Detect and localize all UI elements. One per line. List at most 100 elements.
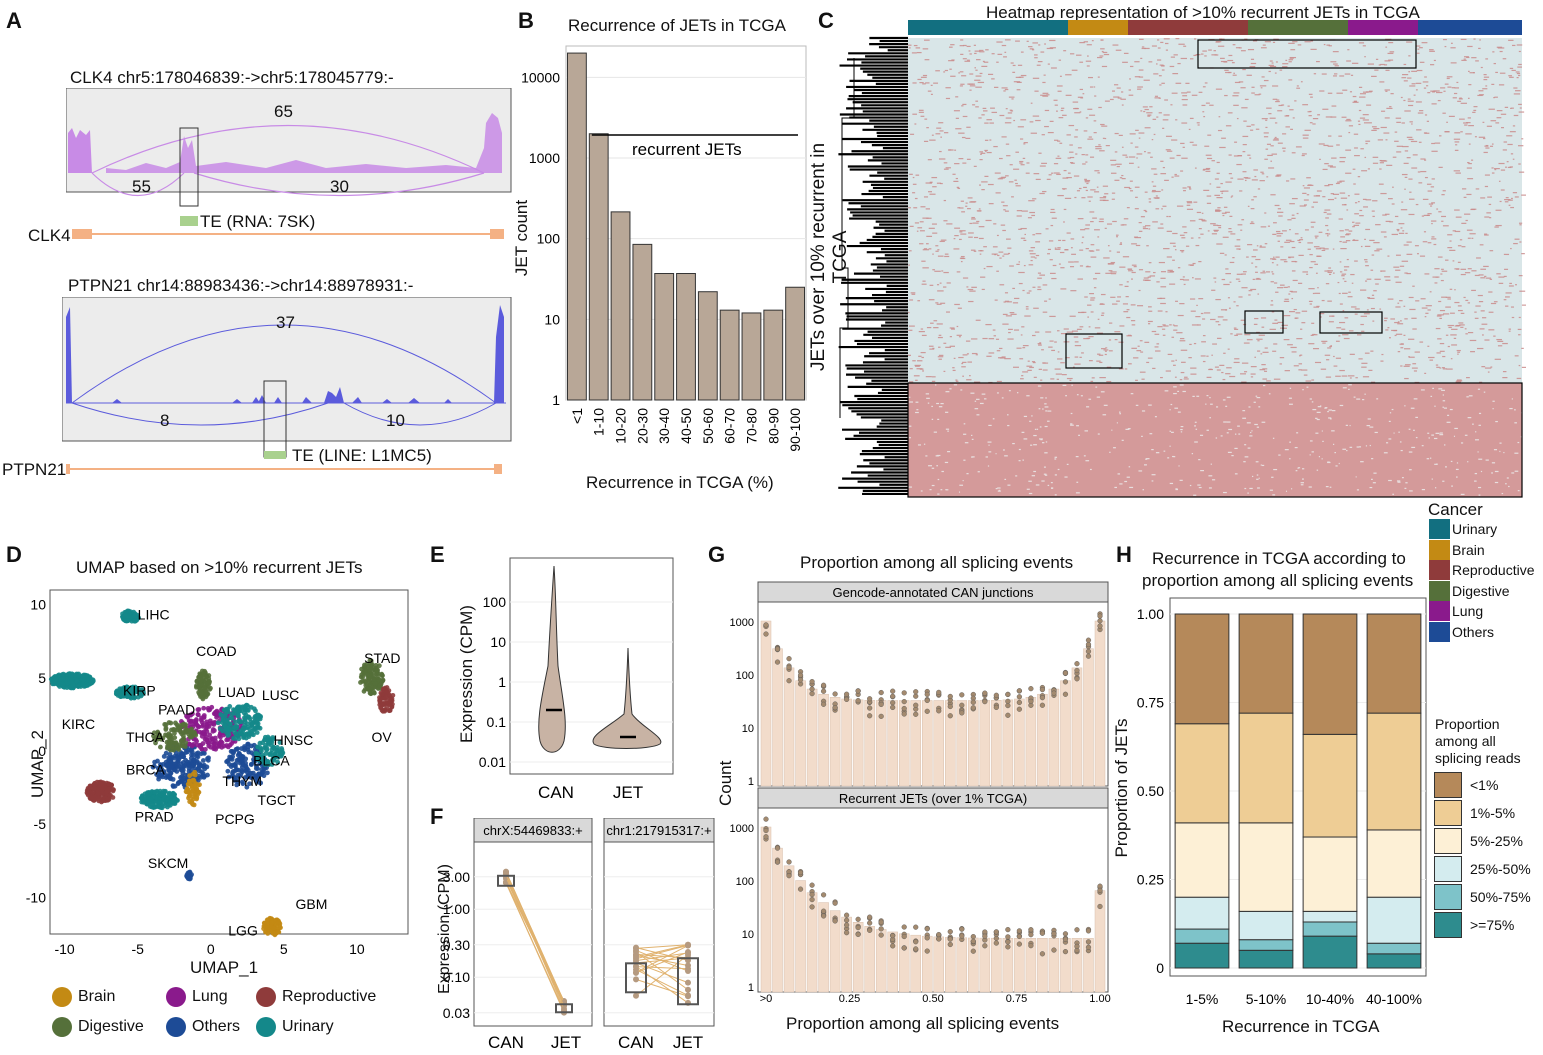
heatmap-cell <box>1108 350 1113 352</box>
heatmap-cell <box>1238 47 1242 49</box>
heatmap-cell <box>1194 38 1197 40</box>
heatmap-cell <box>1206 157 1213 160</box>
heatmap-cell <box>951 59 955 61</box>
heatmap-cell <box>1376 398 1379 400</box>
heatmap-cell <box>1338 292 1341 295</box>
heatmap-cell <box>1447 247 1453 249</box>
umap-point <box>248 762 254 767</box>
heatmap-cell <box>1020 164 1025 166</box>
heatmap-cell <box>954 303 960 306</box>
heatmap-cell <box>1210 463 1212 465</box>
umap-point <box>253 766 259 771</box>
heatmap-cell <box>1272 322 1279 324</box>
heatmap-cell <box>1256 277 1260 280</box>
heatmap-cell <box>1269 328 1276 330</box>
heatmap-cell <box>1131 243 1137 245</box>
heatmap-cell <box>1361 362 1368 364</box>
heatmap-cell <box>996 350 1001 352</box>
heatmap-cell <box>932 269 935 271</box>
heatmap-cell <box>1477 94 1483 97</box>
heatmap-cell <box>1302 104 1309 106</box>
heatmap-cell <box>1026 40 1029 42</box>
heatmap-cell <box>1406 272 1411 275</box>
heatmap-cell <box>908 486 912 488</box>
heatmap-cell <box>1272 494 1276 496</box>
heatmap-cell <box>1054 458 1057 460</box>
heatmap-cell <box>1438 388 1443 390</box>
heatmap-cell <box>1018 460 1021 462</box>
heatmap-cell <box>1280 259 1287 261</box>
heatmap-cell <box>1494 358 1501 360</box>
heatmap-cell <box>1198 298 1204 300</box>
heatmap-cell <box>1459 97 1462 99</box>
umap-point <box>255 779 261 785</box>
y-tick-label: 10000 <box>521 69 560 85</box>
heatmap-cell <box>1426 183 1432 185</box>
heatmap-cell <box>1015 185 1021 187</box>
heatmap-cell <box>1031 214 1036 217</box>
heatmap-cell <box>1010 62 1014 64</box>
heatmap-cell <box>958 356 964 359</box>
heatmap-cell <box>1022 345 1029 347</box>
heatmap-cell <box>1435 487 1437 489</box>
heatmap-cell <box>1324 354 1331 356</box>
umap-point <box>186 732 192 737</box>
heatmap-cell <box>937 290 944 292</box>
heatmap-cell <box>1105 347 1108 349</box>
heatmap-cell <box>1004 210 1009 212</box>
heatmap-cell <box>1408 338 1415 340</box>
heatmap-cell <box>1372 215 1375 218</box>
heatmap-cell <box>1241 273 1246 275</box>
heatmap-cell <box>1088 336 1094 338</box>
heatmap-cell <box>940 239 947 241</box>
heatmap-cell <box>991 53 995 55</box>
heatmap-cell <box>1434 405 1436 407</box>
heatmap-cell <box>1320 405 1322 407</box>
heatmap-cell <box>1151 191 1156 193</box>
heatmap-cell <box>1445 296 1451 298</box>
heatmap-cell <box>1208 475 1213 477</box>
heatmap-cell <box>1213 50 1216 52</box>
umap-point <box>199 774 204 780</box>
heatmap-cell <box>1371 458 1374 460</box>
heatmap-cell <box>1138 230 1143 232</box>
heatmap-cell <box>1400 449 1403 452</box>
heatmap-cell <box>988 451 992 453</box>
heatmap-cell <box>1255 258 1261 261</box>
heatmap-cell <box>1272 437 1275 439</box>
heatmap-cell <box>1015 151 1019 153</box>
heatmap-cell <box>1514 355 1519 357</box>
heatmap-cell <box>1439 367 1442 369</box>
heatmap-cell <box>1442 406 1444 408</box>
highlight-box <box>1065 333 1123 369</box>
heatmap-cell <box>1441 296 1447 298</box>
heatmap-cell <box>1482 121 1485 123</box>
heatmap-cell <box>1160 160 1164 162</box>
heatmap-cell <box>1277 287 1284 289</box>
heatmap-cell <box>1180 431 1183 433</box>
heatmap-cell <box>943 132 949 134</box>
heatmap-cell <box>1479 328 1485 330</box>
heatmap-cell <box>1223 421 1227 423</box>
heatmap-cell <box>1251 92 1255 94</box>
heatmap-cell <box>1216 369 1221 371</box>
heatmap-cell <box>1438 166 1443 168</box>
heatmap-cell <box>1034 90 1039 92</box>
heatmap-cell <box>1380 231 1387 233</box>
heatmap-cell <box>936 284 940 286</box>
heatmap-cell <box>1058 117 1064 119</box>
heatmap-cell <box>1071 330 1078 332</box>
heatmap-cell <box>1226 396 1231 398</box>
heatmap-cell <box>1425 305 1432 307</box>
heatmap-cell <box>1098 106 1102 109</box>
heatmap-cell <box>1265 271 1271 273</box>
heatmap-cell <box>1323 43 1326 46</box>
heatmap-cell <box>1127 428 1131 430</box>
heatmap-cell <box>1224 211 1230 213</box>
heatmap-cell <box>1240 319 1245 321</box>
heatmap-cell <box>1505 483 1507 485</box>
heatmap-cell <box>1042 95 1049 97</box>
heatmap-cell <box>1181 251 1184 253</box>
heatmap-cell <box>936 402 940 405</box>
heatmap-cell <box>1358 123 1361 126</box>
